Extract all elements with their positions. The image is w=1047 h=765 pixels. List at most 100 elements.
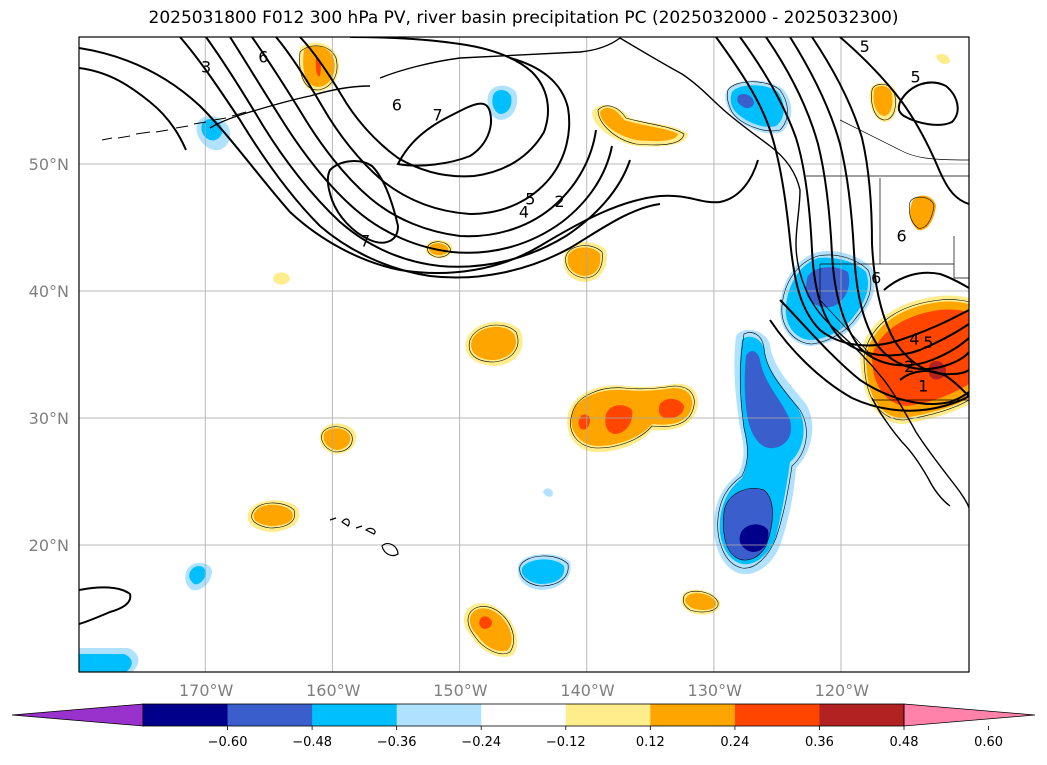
pv-contour [275, 37, 571, 216]
pv-contour [251, 37, 597, 238]
colorbar [11, 703, 1036, 727]
precip-positive-area [600, 107, 678, 142]
map-frame [78, 36, 970, 673]
pv-contour-label: 7 [432, 106, 442, 125]
island [155, 129, 169, 133]
island [175, 125, 189, 129]
pv-contour-label: 6 [392, 96, 402, 115]
colorbar-tick-labels: −0.60 −0.48 −0.36 −0.24 −0.12 0.12 0.24 0.36 0.4… [208, 726, 1003, 750]
latitude-tick-label: 50°N [29, 155, 69, 174]
pv-contour-label: 6 [897, 226, 907, 245]
longitude-tick-label: 150°W [433, 681, 488, 700]
colorbar-tick-label: 0.36 [805, 735, 834, 750]
precip-positive-area [479, 616, 492, 629]
island [117, 135, 131, 139]
precip-outline [726, 81, 788, 132]
precip-negative-area [79, 654, 132, 672]
precip-positive-area [253, 504, 293, 526]
precip-outline [863, 299, 969, 421]
map-gridlines [79, 37, 969, 672]
pv-contour [299, 37, 549, 178]
pv-contour-label: 6 [258, 47, 268, 66]
precip-outline [871, 83, 896, 121]
precip-outline [321, 426, 353, 453]
latitude-tick-label: 20°N [29, 536, 69, 555]
pv-contour [229, 37, 613, 254]
precip-pc-shading [79, 42, 969, 672]
longitude-tick-label: 130°W [688, 681, 743, 700]
precip-positive-area [936, 54, 950, 64]
precip-outline [570, 385, 695, 449]
pv-contour-label: 4 [909, 329, 919, 348]
island [329, 517, 337, 521]
precip-outline [299, 45, 338, 91]
pv-contour [899, 370, 969, 397]
colorbar-segment [734, 704, 820, 726]
longitude-tick-label: 170°W [179, 681, 234, 700]
precip-positive-area [273, 272, 290, 285]
pv-contour [715, 37, 969, 347]
pv-contour [79, 67, 187, 151]
precip-outline [467, 606, 514, 655]
pv-contour-label: 2 [904, 357, 914, 376]
precip-negative-area [189, 566, 206, 585]
pv-contour [765, 37, 969, 367]
colorbar-tick-label: 0.60 [974, 735, 1003, 750]
colorbar-frame [142, 703, 905, 727]
precip-negative-area [521, 559, 565, 584]
baja-coastline [871, 397, 951, 507]
latitude-tick-label: 40°N [29, 282, 69, 301]
pv-contour [839, 37, 969, 205]
longitude-tick-label: 120°W [815, 681, 870, 700]
colorbar-tick-label: −0.48 [292, 735, 332, 750]
pv-contour-label: 4 [519, 202, 529, 221]
pv-contour-label: 7 [360, 231, 370, 250]
colorbar-tick-label: −0.60 [208, 735, 248, 750]
longitude-labels: 170°W 160°W 150°W 140°W 130°W 120°W [179, 681, 869, 700]
latitude-labels: 20°N 30°N 40°N 50°N [29, 155, 69, 555]
island [213, 117, 227, 121]
longitude-tick-label: 140°W [560, 681, 615, 700]
pv-contour [739, 37, 969, 357]
colorbar-segment [565, 704, 651, 726]
colorbar-segment [143, 704, 229, 726]
precip-outline [519, 555, 569, 587]
precip-outline [427, 241, 451, 258]
island [364, 527, 376, 535]
precip-outline [682, 590, 719, 613]
precip-positive-area [910, 195, 936, 231]
island [355, 525, 363, 529]
colorbar-segment [819, 704, 905, 726]
pv-contour-label: 5 [911, 68, 921, 87]
pv-contour [396, 102, 492, 167]
colorbar-tick-label: 0.48 [890, 735, 919, 750]
colorbar-segment [396, 704, 482, 726]
pv-contour [179, 37, 661, 279]
pv-contour-label: 6 [871, 268, 881, 287]
colorbar-tick-label: 0.24 [720, 735, 749, 750]
pv-contour [769, 319, 969, 412]
pv-contour-label: 5 [860, 37, 870, 56]
aleutian-islands [101, 111, 247, 141]
precip-positive-area [471, 326, 516, 360]
precip-positive-area [658, 398, 684, 419]
pv-contours [79, 37, 969, 625]
colorbar-tick-label: −0.36 [377, 735, 417, 750]
precip-positive-area [685, 593, 717, 610]
island [231, 111, 247, 117]
colorbar-segment [227, 704, 313, 726]
pv-contour [79, 47, 759, 274]
precip-outline [468, 324, 519, 363]
precip-negative-area [744, 351, 792, 449]
pv-contour-label: 5 [525, 190, 535, 209]
precip-outline [908, 196, 935, 229]
precip-outline [597, 105, 685, 146]
colorbar-tick-label: −0.24 [461, 735, 501, 750]
island [193, 121, 207, 125]
state-border [953, 236, 969, 279]
pv-contour-label: 2 [555, 192, 565, 211]
pv-contour-label: 5 [923, 333, 933, 352]
precip-outline [717, 332, 807, 569]
